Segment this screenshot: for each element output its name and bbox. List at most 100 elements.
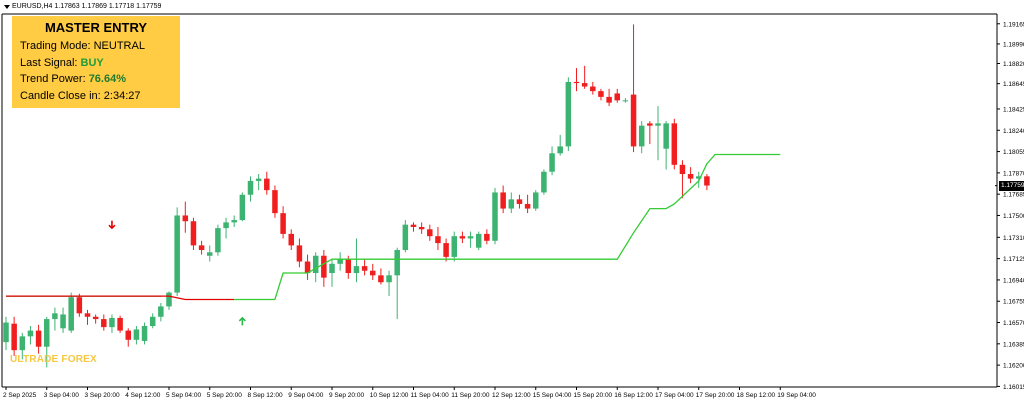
candle-body — [19, 336, 26, 351]
candle-body — [614, 93, 620, 101]
candle-body — [443, 243, 449, 257]
candle-body — [27, 330, 34, 337]
candle-body — [35, 330, 42, 347]
candle-body — [166, 292, 172, 307]
candle-body — [671, 123, 678, 165]
candle-body — [524, 203, 531, 209]
candle-body — [321, 255, 327, 278]
candle-body — [239, 194, 246, 221]
trend-line-red — [6, 295, 235, 301]
candle-body — [370, 270, 376, 276]
x-tick-label: 15 Sep 20:00 — [574, 392, 613, 399]
brand-watermark: ULTRADE FOREX — [10, 354, 97, 365]
x-tick-label: 18 Sep 12:00 — [737, 392, 776, 399]
candle-body — [174, 215, 180, 293]
candle-body — [638, 125, 645, 147]
candle-body — [101, 319, 107, 328]
candle-body — [117, 317, 123, 331]
x-tick-label: 3 Sep 20:00 — [85, 392, 120, 399]
trend-line-green — [234, 153, 781, 301]
candle-body — [141, 325, 148, 341]
candle-body — [687, 174, 694, 179]
trading-mode-value: NEUTRAL — [93, 40, 145, 52]
current-price-tag: 1.17759 — [999, 181, 1024, 191]
chart-menu-icon[interactable] — [4, 5, 10, 9]
x-tick-label: 5 Sep 04:00 — [166, 392, 201, 399]
trading-mode-row: Trading Mode: NEUTRAL — [20, 38, 172, 55]
x-tick-label: 15 Sep 04:00 — [533, 392, 572, 399]
candle-body — [410, 224, 417, 227]
candle-body — [255, 178, 262, 181]
candle-body — [182, 215, 189, 222]
y-tick-label: 1.18240 — [1003, 128, 1024, 135]
candle-body — [475, 233, 482, 248]
y-tick-label: 1.16385 — [1003, 341, 1024, 348]
trend-power-label: Trend Power: — [20, 73, 86, 85]
candle-body — [508, 199, 515, 209]
x-tick-label: 11 Sep 20:00 — [451, 392, 490, 399]
y-tick-label: 1.16755 — [1003, 299, 1024, 306]
candle-body — [500, 192, 506, 209]
candle-body — [329, 263, 335, 274]
sell-arrow-head — [108, 224, 116, 230]
candle-close-row: Candle Close in: 2:34:27 — [20, 88, 172, 105]
x-tick-label: 17 Sep 04:00 — [655, 392, 694, 399]
candle-body — [663, 123, 669, 149]
candle-body — [304, 261, 311, 274]
candle-body — [704, 176, 710, 186]
x-tick-label: 12 Sep 12:00 — [492, 392, 531, 399]
y-tick-label: 1.16015 — [1003, 384, 1024, 391]
y-tick-label: 1.17870 — [1003, 170, 1024, 177]
candle-body — [541, 171, 547, 193]
candle-body — [435, 236, 441, 244]
trend-power-row: Trend Power: 76.64% — [20, 71, 172, 88]
trading-mode-label: Trading Mode: — [20, 40, 91, 52]
x-tick-label: 4 Sep 12:00 — [125, 392, 160, 399]
candle-body — [492, 192, 498, 241]
y-tick-label: 1.18990 — [1003, 41, 1024, 48]
candle-body — [533, 192, 539, 209]
candle-body — [198, 245, 205, 251]
candle-body — [231, 220, 237, 223]
last-signal-label: Last Signal: — [20, 56, 78, 69]
candle-body — [459, 236, 466, 239]
candle-body — [484, 233, 490, 241]
candle-body — [215, 228, 221, 253]
y-tick-label: 1.18820 — [1003, 61, 1024, 68]
candle-body — [655, 123, 661, 126]
candle-body — [418, 226, 425, 230]
y-tick-label: 1.17310 — [1003, 235, 1024, 242]
candle-body — [76, 297, 83, 314]
candle-body — [598, 91, 604, 97]
candle-body — [590, 86, 596, 92]
y-tick-label: 1.17500 — [1003, 213, 1024, 220]
candle-close-label: Candle Close in: — [20, 89, 101, 102]
x-tick-label: 9 Sep 04:00 — [288, 392, 323, 399]
candle-body — [394, 250, 400, 276]
candle-close-value: 2:34:27 — [103, 89, 141, 102]
x-tick-label: 8 Sep 12:00 — [248, 392, 283, 399]
panel-title: MASTER ENTRY — [44, 20, 148, 35]
y-tick-label: 1.16570 — [1003, 320, 1024, 327]
y-tick-label: 1.18055 — [1003, 149, 1024, 156]
candle-body — [280, 213, 286, 234]
candle-body — [345, 259, 352, 274]
candle-body — [247, 180, 254, 195]
candle-body — [223, 222, 229, 229]
candle-body — [451, 236, 457, 257]
candle-body — [557, 146, 563, 154]
candle-body — [606, 96, 612, 103]
candle-body — [296, 245, 303, 262]
candle-body — [386, 275, 392, 283]
x-tick-label: 10 Sep 12:00 — [370, 392, 409, 399]
candle-body — [565, 81, 572, 147]
candle-body — [312, 255, 319, 274]
candle-body — [207, 252, 213, 256]
candle-body — [3, 322, 9, 343]
x-tick-label: 3 Sep 04:00 — [44, 392, 79, 399]
candle-body — [60, 314, 66, 329]
candle-body — [125, 330, 131, 340]
candle-body — [353, 266, 360, 274]
candle-body — [84, 313, 91, 317]
